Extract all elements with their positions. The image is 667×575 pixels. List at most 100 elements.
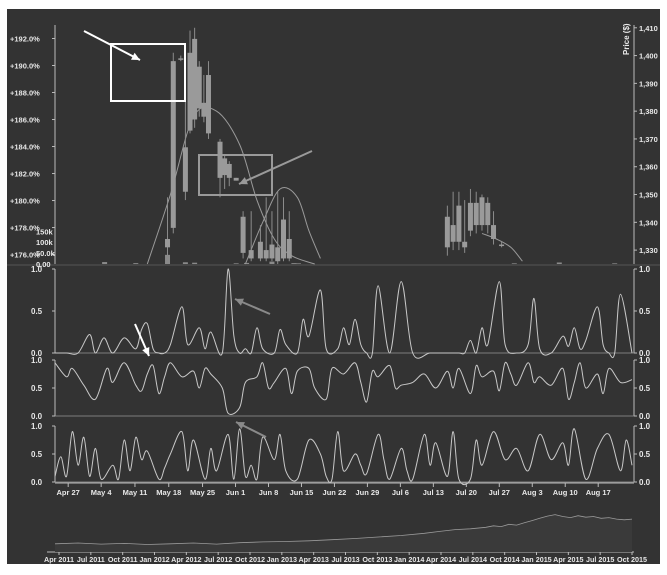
arrow-white-top xyxy=(83,30,141,61)
date-tick-label: Jun 15 xyxy=(290,488,314,497)
left-tick-label: +192.0% xyxy=(10,35,40,44)
date-tick-label: Aug 10 xyxy=(553,488,578,497)
candle-body xyxy=(178,58,184,60)
left-tick-label: +188.0% xyxy=(10,89,40,98)
date-tick-label: Jul 13 xyxy=(423,488,444,497)
candle-body xyxy=(467,202,473,231)
panel-right-tick-label: 1.0 xyxy=(639,356,651,365)
left-tick-label: +190.0% xyxy=(10,62,40,71)
candle-body xyxy=(450,225,456,242)
candle-body xyxy=(257,241,263,259)
volume-bar xyxy=(102,262,108,264)
candle-body xyxy=(222,158,228,176)
panel-left-tick-label: 1.0 xyxy=(31,422,43,431)
left-tick-label: +178.0% xyxy=(10,224,40,233)
candle-body xyxy=(187,52,193,131)
candle-body xyxy=(485,202,491,226)
panel-left-tick-label: 0.5 xyxy=(31,384,43,393)
volume-bar xyxy=(511,263,517,264)
right-tick-label: 1,330 xyxy=(639,246,658,255)
candle-body xyxy=(248,250,254,259)
arrow-gray-mid-head xyxy=(235,298,244,306)
overview-tick-label: Oct 2014 xyxy=(490,555,520,564)
candle-body xyxy=(462,241,468,248)
date-tick-label: May 11 xyxy=(123,488,148,497)
main-layer xyxy=(7,25,660,555)
left-tick-label: +186.0% xyxy=(10,116,40,125)
candle-body xyxy=(263,250,269,259)
candle-body xyxy=(240,216,246,253)
panel-left-tick-label: 0.0 xyxy=(31,478,43,487)
overview-tick-label: Jan 2015 xyxy=(521,555,551,564)
candle-body xyxy=(479,197,485,226)
date-tick-label: Jul 27 xyxy=(489,488,510,497)
overview-tick-label: Jul 2014 xyxy=(459,555,487,564)
overview-line xyxy=(54,514,633,545)
date-tick-label: Jun 29 xyxy=(356,488,380,497)
right-tick-label: 1,400 xyxy=(639,52,658,61)
candle-body xyxy=(165,238,171,248)
overview-tick-label: Jul 2015 xyxy=(586,555,614,564)
volume-bar xyxy=(165,254,171,264)
volume-tick-label: 100k xyxy=(36,238,54,247)
date-tick-label: May 4 xyxy=(91,488,113,497)
volume-bar xyxy=(612,263,618,264)
overview-tick-label: Jan 2013 xyxy=(267,555,297,564)
candle-body xyxy=(201,102,207,117)
volume-bar xyxy=(291,263,297,264)
date-tick-label: May 25 xyxy=(190,488,215,497)
panel-right-tick-label: 0.0 xyxy=(639,349,651,358)
chart-stage: +192.0% +190.0% +188.0% +186.0% +184.0% +182.… xyxy=(7,9,660,569)
left-tick-label: +180.0% xyxy=(10,197,40,206)
date-tick-label: Jul 6 xyxy=(392,488,409,497)
candle-body xyxy=(473,202,479,226)
panel-right-tick-label: 0.5 xyxy=(639,384,651,393)
left-tick-label: +176.0% xyxy=(10,251,40,260)
panel-right-tick-label: 0.0 xyxy=(639,412,651,421)
overview-tick-label: Oct 2012 xyxy=(235,555,265,564)
panel-left-tick-label: 0.0 xyxy=(31,412,43,421)
date-tick-label: Jun 8 xyxy=(259,488,279,497)
left-tick-label: +182.0% xyxy=(10,170,40,179)
right-tick-label: 1,350 xyxy=(639,191,658,200)
overview-tick-label: Apr 2013 xyxy=(298,555,328,564)
right-tick-label: 1,380 xyxy=(639,107,658,116)
date-tick-label: Apr 27 xyxy=(57,488,80,497)
arrow-white-mid-head xyxy=(142,347,150,356)
candle-body xyxy=(275,247,281,262)
candle-body xyxy=(205,75,211,134)
candle-body xyxy=(491,225,497,239)
arrow-gray-top xyxy=(238,150,313,185)
overview-tick-label: Oct 2013 xyxy=(362,555,392,564)
right-tick-label: 1,410 xyxy=(639,24,658,33)
panel-right-tick-label: 0.0 xyxy=(639,478,651,487)
date-tick-label: Aug 3 xyxy=(522,488,543,497)
panel-right-tick-label: 1.0 xyxy=(639,265,651,274)
panel-right-tick-label: 0.5 xyxy=(639,450,651,459)
series-line xyxy=(54,361,633,415)
arrow-gray-top-head xyxy=(239,177,248,185)
overlay-curve xyxy=(244,187,321,265)
overview-tick-label: Jul 2011 xyxy=(77,555,105,564)
date-tick-label: Jun 22 xyxy=(323,488,347,497)
annotation-layer xyxy=(83,30,313,438)
overview-tick-label: Jul 2012 xyxy=(204,555,232,564)
candle-body xyxy=(170,61,176,228)
date-tick-label: Jun 1 xyxy=(226,488,246,497)
panel-left-tick-label: 0.5 xyxy=(31,307,43,316)
candle-body xyxy=(233,177,239,181)
volume-bar xyxy=(269,261,275,264)
candle-body xyxy=(499,244,505,247)
right-axis-title: Price ($) xyxy=(622,23,631,55)
overview-tick-label: Apr 2011 xyxy=(44,555,74,564)
candle-body xyxy=(444,216,450,248)
date-tick-label: Aug 17 xyxy=(586,488,611,497)
overview-tick-label: Apr 2012 xyxy=(171,555,201,564)
candle-body xyxy=(226,163,232,178)
overview-tick-label: Jan 2014 xyxy=(394,555,424,564)
volume-tick-label: 150k xyxy=(36,227,54,236)
highlight-box-gray xyxy=(198,154,273,196)
panel-right-tick-label: 0.5 xyxy=(639,307,651,316)
right-tick-label: 1,370 xyxy=(639,135,658,144)
volume-bar xyxy=(182,262,188,264)
